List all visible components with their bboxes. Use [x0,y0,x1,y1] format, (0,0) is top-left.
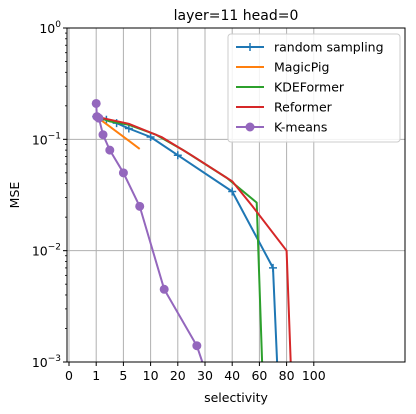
legend-label: random sampling [274,40,384,55]
legend-marker [245,122,255,132]
series-reformer [95,115,292,362]
legend-item-random-sampling: random sampling [236,40,384,55]
y-axis-label: MSE [7,182,22,209]
data-point-k-means [135,201,145,211]
legend-item-kdeformer: KDEFormer [236,80,345,95]
x-axis-label: selectivity [204,390,268,405]
legend-item-magicpig: MagicPig [236,60,329,75]
legend: random sampling MagicPig KDEFormer Reformer… [227,33,401,143]
data-point-random-sampling [146,132,155,141]
data-point-k-means [192,341,202,351]
x-tick-label: 5 [119,368,127,383]
legend-box [227,33,401,143]
legend-label: K-means [274,120,327,135]
legend-item-reformer: Reformer [236,100,333,115]
data-point-k-means [94,113,104,123]
x-tick-label: 0 [65,368,73,383]
chart-title: layer=11 head=0 [174,8,299,24]
data-point-k-means [118,168,128,178]
grid [67,28,405,362]
series-layer [91,98,292,362]
y-tick-label: 100 [39,20,61,36]
legend-item-k-means: K-means [236,120,327,135]
data-point-random-sampling [228,187,237,196]
series-kdeformer [95,115,264,362]
y-tick-label: 10−3 [32,354,61,370]
x-tick-label: 80 [279,368,295,383]
data-point-random-sampling [173,151,182,160]
data-point-k-means [91,98,101,108]
legend-label: Reformer [274,100,333,115]
y-tick-label: 10−1 [32,131,61,147]
legend-label: MagicPig [274,60,329,75]
series-line-kdeformer [95,115,264,362]
data-point-random-sampling [269,263,277,272]
x-tick-label: 30 [197,368,213,383]
series-line-reformer [95,115,292,362]
series-k-means [91,98,204,362]
x-tick-label: 100 [302,368,326,383]
legend-label: KDEFormer [274,80,345,95]
data-point-k-means [105,145,115,155]
x-tick-label: 60 [251,368,267,383]
x-tick-label: 1 [92,368,100,383]
plot-frame [66,27,406,363]
x-tick-label: 10 [143,368,159,383]
data-point-k-means [159,284,169,294]
y-tick-label: 10−2 [32,243,61,259]
series-line-k-means [95,103,204,362]
legend-marker [246,43,254,51]
axes: 0 1 5 10 20 30 40 60 80 100 100 10−1 10−2 10−3 [32,20,326,383]
x-tick-label: 20 [170,368,186,383]
x-tick-label: 40 [224,368,240,383]
data-point-k-means [98,130,108,140]
